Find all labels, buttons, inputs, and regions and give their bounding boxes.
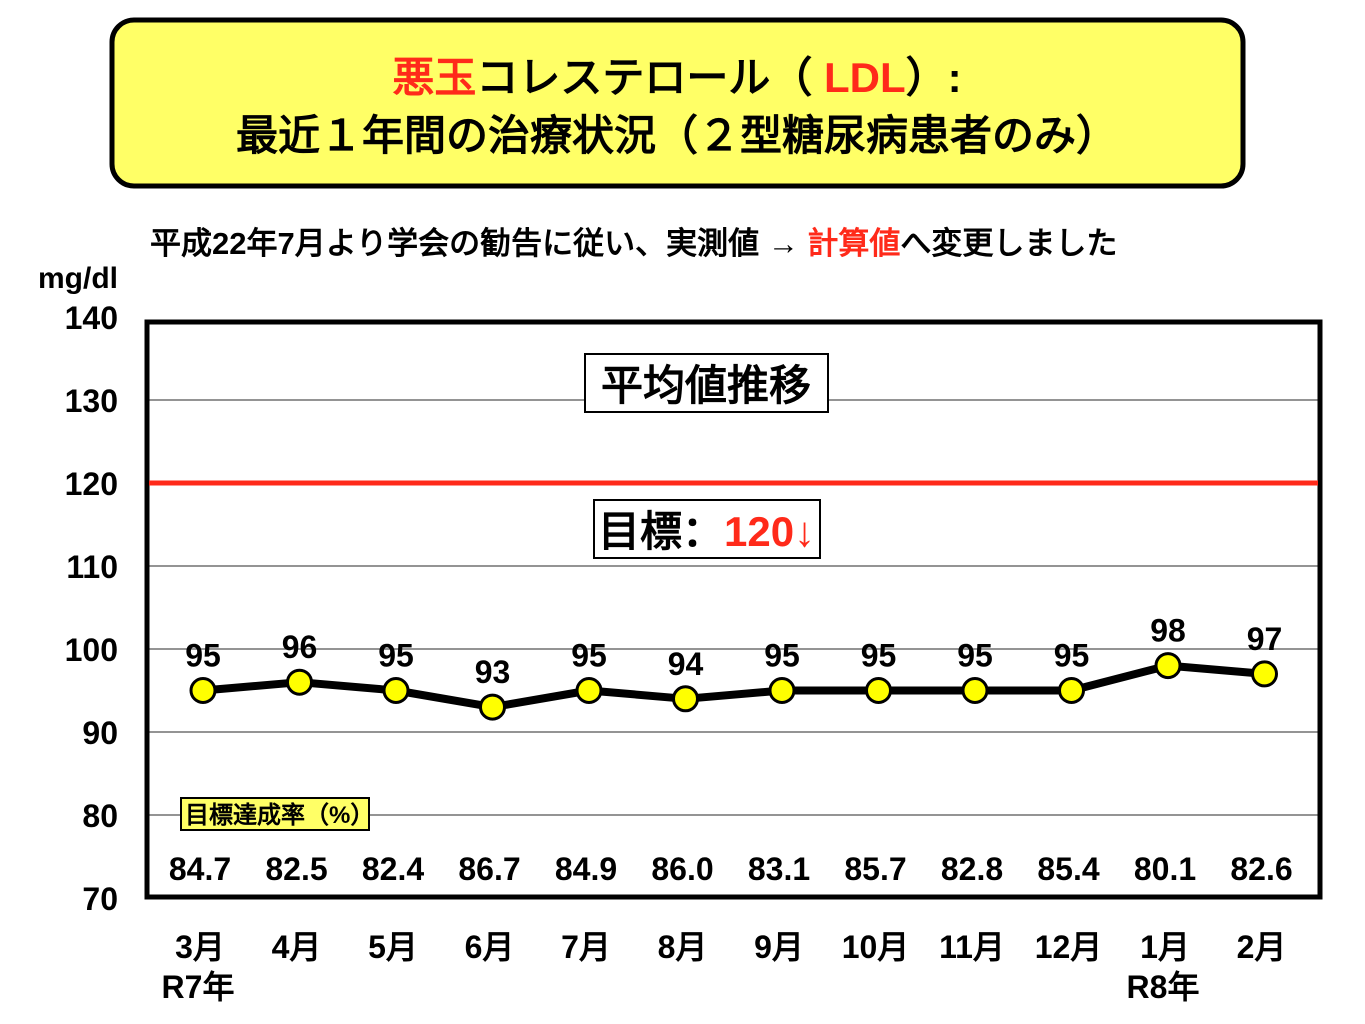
data-point (961, 677, 989, 704)
x-tick-year-label: R7年 (162, 969, 235, 1005)
achievement-value: 80.1 (1134, 851, 1196, 887)
x-tick-label: 5月 (368, 929, 418, 965)
data-label: 98 (1150, 613, 1186, 649)
achievement-value: 82.6 (1230, 851, 1292, 887)
data-point (1154, 652, 1182, 680)
target-label: 目標：120↓ (598, 508, 815, 555)
y-tick-label: 140 (65, 300, 118, 336)
series-line (202, 661, 1265, 712)
chart-title-box (584, 353, 829, 413)
achievement-value: 83.1 (748, 851, 810, 887)
notice-text: 平成22年7月より学会の勧告に従い、実測値 → 計算値へ変更しました (150, 226, 1117, 261)
achievement-label: 目標達成率（%） (185, 801, 374, 829)
achievement-value: 82.8 (941, 851, 1003, 887)
y-axis-unit: mg/dl (38, 262, 118, 295)
data-label: 93 (475, 654, 511, 690)
y-tick-label: 90 (82, 715, 118, 751)
title-box (109, 17, 1246, 189)
achievement-value: 85.4 (1037, 851, 1099, 887)
chart-title: 平均値推移 (601, 362, 811, 409)
data-point (382, 677, 410, 704)
x-tick-label: 7月 (561, 929, 611, 965)
target-label-box (593, 499, 821, 559)
achievement-value: 84.9 (555, 851, 617, 887)
data-label: 95 (957, 638, 993, 674)
data-label: 95 (378, 638, 414, 674)
data-point (575, 677, 603, 704)
data-point (672, 685, 699, 713)
achievement-value: 86.7 (458, 851, 520, 887)
data-point (1058, 677, 1085, 704)
achievement-value: 84.7 (169, 851, 231, 887)
data-label: 94 (668, 646, 704, 682)
achievement-badge (180, 797, 370, 831)
achievement-value: 82.5 (265, 851, 327, 887)
x-tick-label: 4月 (272, 929, 322, 965)
data-point (1251, 660, 1278, 688)
x-tick-label: 6月 (465, 929, 515, 965)
x-tick-label: 3月 (175, 929, 225, 965)
x-tick-label: 12月 (1035, 929, 1103, 965)
y-tick-label: 70 (82, 881, 118, 917)
data-label: 95 (571, 638, 607, 674)
plot-frame (144, 319, 1323, 900)
data-label: 95 (764, 638, 800, 674)
data-point (286, 668, 313, 696)
title-line1: 悪玉コレステロール（ LDL）: (392, 54, 961, 101)
data-label: 95 (1054, 638, 1090, 674)
data-point (479, 693, 506, 721)
achievement-value: 86.0 (651, 851, 713, 887)
x-tick-label: 9月 (754, 929, 804, 965)
x-tick-label: 1月 (1140, 929, 1190, 965)
y-tick-label: 110 (66, 549, 118, 585)
x-tick-label: 10月 (842, 929, 910, 965)
data-label: 97 (1247, 621, 1283, 657)
y-tick-label: 100 (65, 632, 118, 668)
data-label: 95 (861, 638, 897, 674)
achievement-value: 82.4 (362, 851, 424, 887)
y-tick-label: 130 (65, 383, 118, 419)
x-tick-label: 11月 (939, 929, 1005, 965)
achievement-value: 85.7 (844, 851, 906, 887)
x-tick-year-label: R8年 (1127, 969, 1200, 1005)
x-tick-label: 8月 (658, 929, 708, 965)
data-point (189, 677, 217, 704)
title-line2: 最近１年間の治療状況（２型糖尿病患者のみ） (236, 112, 1118, 159)
data-point (865, 677, 892, 704)
data-label: 96 (282, 629, 318, 665)
x-tick-label: 2月 (1237, 929, 1287, 965)
y-tick-label: 120 (65, 466, 118, 502)
data-point (768, 677, 796, 704)
data-label: 95 (185, 638, 221, 674)
y-tick-label: 80 (82, 798, 118, 834)
